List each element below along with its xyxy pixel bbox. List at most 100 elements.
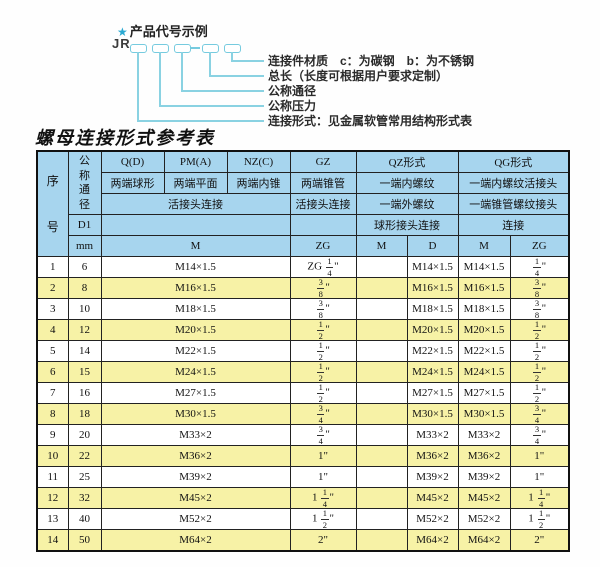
- cell-qg_zg: 1 1 2 ": [509, 508, 570, 530]
- cell-no: 2: [36, 277, 69, 299]
- cell-gz: 1": [289, 445, 357, 467]
- header-pm-desc: 两端平面: [163, 172, 228, 194]
- header-col-nzc: NZ(C): [226, 150, 291, 173]
- cell-qz_m: [355, 319, 408, 341]
- header-col-qz: QZ形式: [355, 150, 459, 173]
- table-title: 螺母连接形式参考表: [35, 128, 215, 148]
- cell-qg_zg: 2": [509, 529, 570, 552]
- cell-mm: 18: [67, 403, 102, 425]
- cell-qz_m: [355, 256, 408, 278]
- cell-qg_m: M39×2: [457, 466, 511, 488]
- table-row: 14 50 M64×2 2" M64×2 M64×2 2": [36, 529, 570, 552]
- cell-qz_m: [355, 277, 408, 299]
- connector-line: [159, 105, 264, 107]
- cell-m: M45×2: [100, 487, 291, 509]
- cell-m: M24×1.5: [100, 361, 291, 383]
- header-m: M: [100, 235, 291, 257]
- cell-qz_d: M64×2: [406, 529, 459, 552]
- cell-qz_m: [355, 445, 408, 467]
- cell-m: M18×1.5: [100, 298, 291, 320]
- code-label-length: 总长（长度可根据用户要求定制）: [268, 69, 449, 83]
- header-col-qd: Q(D): [100, 150, 165, 173]
- header-qg-desc2: 一端锥管螺纹接头: [457, 193, 570, 215]
- table-row: 8 18 M30×1.5 3 4 " M30×1.5 M30×1.5 3 4 ": [36, 403, 570, 425]
- header-seq: 序号: [36, 150, 69, 257]
- table-row: 4 12 M20×1.5 1 2 " M20×1.5 M20×1.5 1 2 ": [36, 319, 570, 341]
- cell-qz_d: M18×1.5: [406, 298, 459, 320]
- header-seq-label: 序号: [46, 174, 59, 234]
- table-row: 3 10 M18×1.5 3 8 " M18×1.5 M18×1.5 3 8 ": [36, 298, 570, 320]
- cell-gz: 3 8 ": [289, 298, 357, 320]
- cell-m: M33×2: [100, 424, 291, 446]
- cell-gz: 1 2 ": [289, 382, 357, 404]
- cell-gz: 2": [289, 529, 357, 552]
- cell-no: 14: [36, 529, 69, 552]
- connector-line: [181, 52, 183, 91]
- cell-no: 11: [36, 466, 69, 488]
- table-row: 5 14 M22×1.5 1 2 " M22×1.5 M22×1.5 1 2 ": [36, 340, 570, 362]
- cell-m: M52×2: [100, 508, 291, 530]
- header-mm: mm: [67, 235, 102, 257]
- cell-mm: 16: [67, 382, 102, 404]
- cell-mm: 12: [67, 319, 102, 341]
- connector-line: [181, 90, 264, 92]
- nut-connection-table: 序号 公称通径 Q(D) PM(A) NZ(C) GZ QZ形式 QG形式 两端…: [36, 150, 571, 552]
- cell-mm: 10: [67, 298, 102, 320]
- cell-gz: 1 1 2 ": [289, 508, 357, 530]
- cell-no: 3: [36, 298, 69, 320]
- connector-line: [231, 60, 264, 62]
- header-dn: 公称通径: [67, 150, 102, 215]
- diagram-title-text: 产品代号示例: [129, 24, 208, 39]
- cell-qg_m: M14×1.5: [457, 256, 511, 278]
- cell-mm: 14: [67, 340, 102, 362]
- cell-qz_m: [355, 361, 408, 383]
- cell-m: M20×1.5: [100, 319, 291, 341]
- cell-gz: 1 2 ": [289, 319, 357, 341]
- cell-qg_m: M36×2: [457, 445, 511, 467]
- product-code-diagram: ★ 产品代号示例 JR 连接件材质 c：为碳钢 b：为不锈钢 总长（长度可根据用户…: [0, 0, 600, 150]
- table-body: 1 6 M14×1.5 ZG 1 4 " M14×1.5 M14×1.5 1 4 " 2 8 M16×1.…: [36, 256, 570, 552]
- cell-no: 13: [36, 508, 69, 530]
- cell-qg_zg: 1 2 ": [509, 382, 570, 404]
- cell-mm: 20: [67, 424, 102, 446]
- diagram-title: ★ 产品代号示例: [117, 21, 208, 40]
- cell-no: 8: [36, 403, 69, 425]
- cell-qg_m: M52×2: [457, 508, 511, 530]
- cell-qz_d: M16×1.5: [406, 277, 459, 299]
- connector-line: [231, 52, 233, 61]
- cell-qg_m: M30×1.5: [457, 403, 511, 425]
- connector-line: [209, 75, 264, 77]
- cell-qz_d: M27×1.5: [406, 382, 459, 404]
- cell-mm: 25: [67, 466, 102, 488]
- table-row: 11 25 M39×2 1" M39×2 M39×2 1": [36, 466, 570, 488]
- code-label-diameter: 公称通径: [268, 84, 317, 98]
- cell-no: 12: [36, 487, 69, 509]
- cell-qz_d: M14×1.5: [406, 256, 459, 278]
- cell-qz_d: M45×2: [406, 487, 459, 509]
- star-icon: ★: [117, 25, 128, 39]
- table-row: 12 32 M45×2 1 1 4 " M45×2 M45×2 1 1 4 ": [36, 487, 570, 509]
- cell-qg_m: M45×2: [457, 487, 511, 509]
- header-qg-desc1: 一端内螺纹活接头: [457, 172, 570, 194]
- code-label-pressure: 公称压力: [268, 99, 317, 113]
- cell-qz_d: M52×2: [406, 508, 459, 530]
- cell-qz_m: [355, 382, 408, 404]
- cell-qg_m: M64×2: [457, 529, 511, 552]
- cell-gz: 1 2 ": [289, 361, 357, 383]
- cell-gz: 3 4 ": [289, 424, 357, 446]
- cell-qg_m: M18×1.5: [457, 298, 511, 320]
- code-box-2: [152, 44, 169, 53]
- cell-qz_d: M39×2: [406, 466, 459, 488]
- cell-qg_zg: 3 8 ": [509, 298, 570, 320]
- header-nz-desc: 两端内锥: [226, 172, 291, 194]
- header-dn-label: 公称通径: [79, 155, 90, 211]
- header-gz-desc: 两端锥管: [289, 172, 357, 194]
- cell-gz: 1 2 ": [289, 340, 357, 362]
- header-zg: ZG: [289, 235, 357, 257]
- table-row: 9 20 M33×2 3 4 " M33×2 M33×2 3 4 ": [36, 424, 570, 446]
- cell-mm: 8: [67, 277, 102, 299]
- cell-qg_zg: 3 8 ": [509, 277, 570, 299]
- header-empty-left: [100, 214, 291, 236]
- cell-mm: 6: [67, 256, 102, 278]
- table-row: 6 15 M24×1.5 1 2 " M24×1.5 M24×1.5 1 2 ": [36, 361, 570, 383]
